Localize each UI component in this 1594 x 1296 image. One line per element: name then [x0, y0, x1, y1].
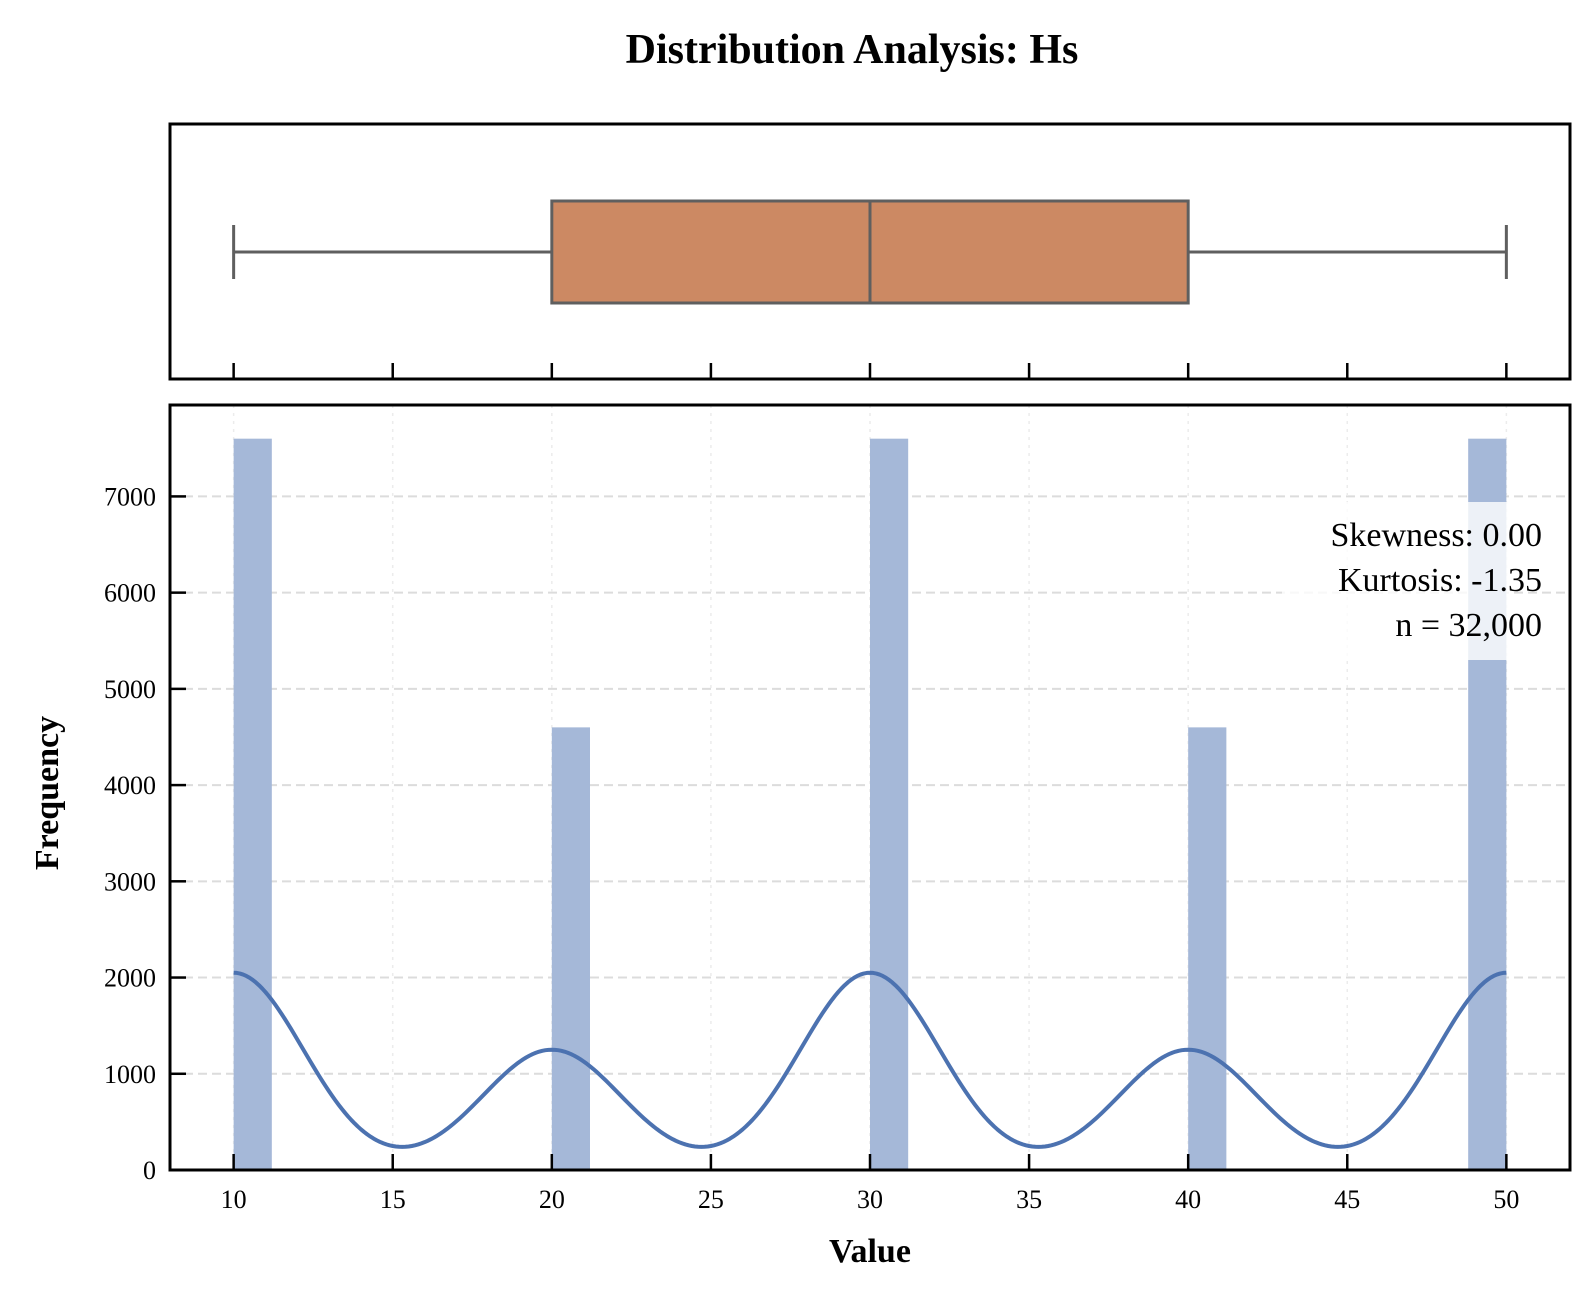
histogram-frame — [168, 403, 1572, 1172]
histogram-bar — [233, 438, 272, 1170]
y-tick-label: 7000 — [104, 482, 156, 511]
x-tick-label: 10 — [221, 1185, 247, 1214]
kde-curve — [233, 970, 1507, 1149]
x-tick-label: 25 — [698, 1185, 724, 1214]
skewness-label: Skewness: 0.00 — [1330, 517, 1542, 554]
x-tick-label: 45 — [1334, 1185, 1360, 1214]
y-tick-label: 6000 — [104, 579, 156, 608]
x-tick-label: 40 — [1175, 1185, 1201, 1214]
y-tick-label: 0 — [143, 1156, 156, 1185]
histogram-bar — [551, 727, 590, 1170]
sample-size-label: n = 32,000 — [1395, 607, 1542, 644]
y-tick-label: 4000 — [104, 771, 156, 800]
histogram-axes: 10 15 20 25 30 35 40 45 50 0 1000 2000 3000 4000 5000 6… — [104, 403, 1572, 1214]
boxplot-panel — [168, 122, 1572, 381]
x-axis-label: Value — [829, 1233, 911, 1270]
x-tick-label: 20 — [539, 1185, 565, 1214]
boxplot-frame — [168, 122, 1572, 381]
x-tick-label: 35 — [1016, 1185, 1042, 1214]
y-tick-label: 1000 — [104, 1060, 156, 1089]
kde-curve-group — [233, 970, 1507, 1149]
histogram-bar — [1188, 727, 1227, 1170]
histogram-bar — [870, 438, 909, 1170]
y-tick-label: 5000 — [104, 675, 156, 704]
kurtosis-label: Kurtosis: -1.35 — [1338, 562, 1542, 599]
x-tick-label: 15 — [380, 1185, 406, 1214]
x-tick-label: 30 — [857, 1185, 883, 1214]
y-tick-label: 2000 — [104, 964, 156, 993]
stats-annotation: Skewness: 0.00 Kurtosis: -1.35 n = 32,00… — [1282, 502, 1542, 660]
chart-title: Distribution Analysis: Hs — [626, 27, 1079, 73]
y-tick-label: 3000 — [104, 867, 156, 896]
x-tick-label: 50 — [1493, 1185, 1519, 1214]
y-axis-label: Frequency — [29, 716, 66, 870]
stats-box — [1282, 502, 1514, 660]
